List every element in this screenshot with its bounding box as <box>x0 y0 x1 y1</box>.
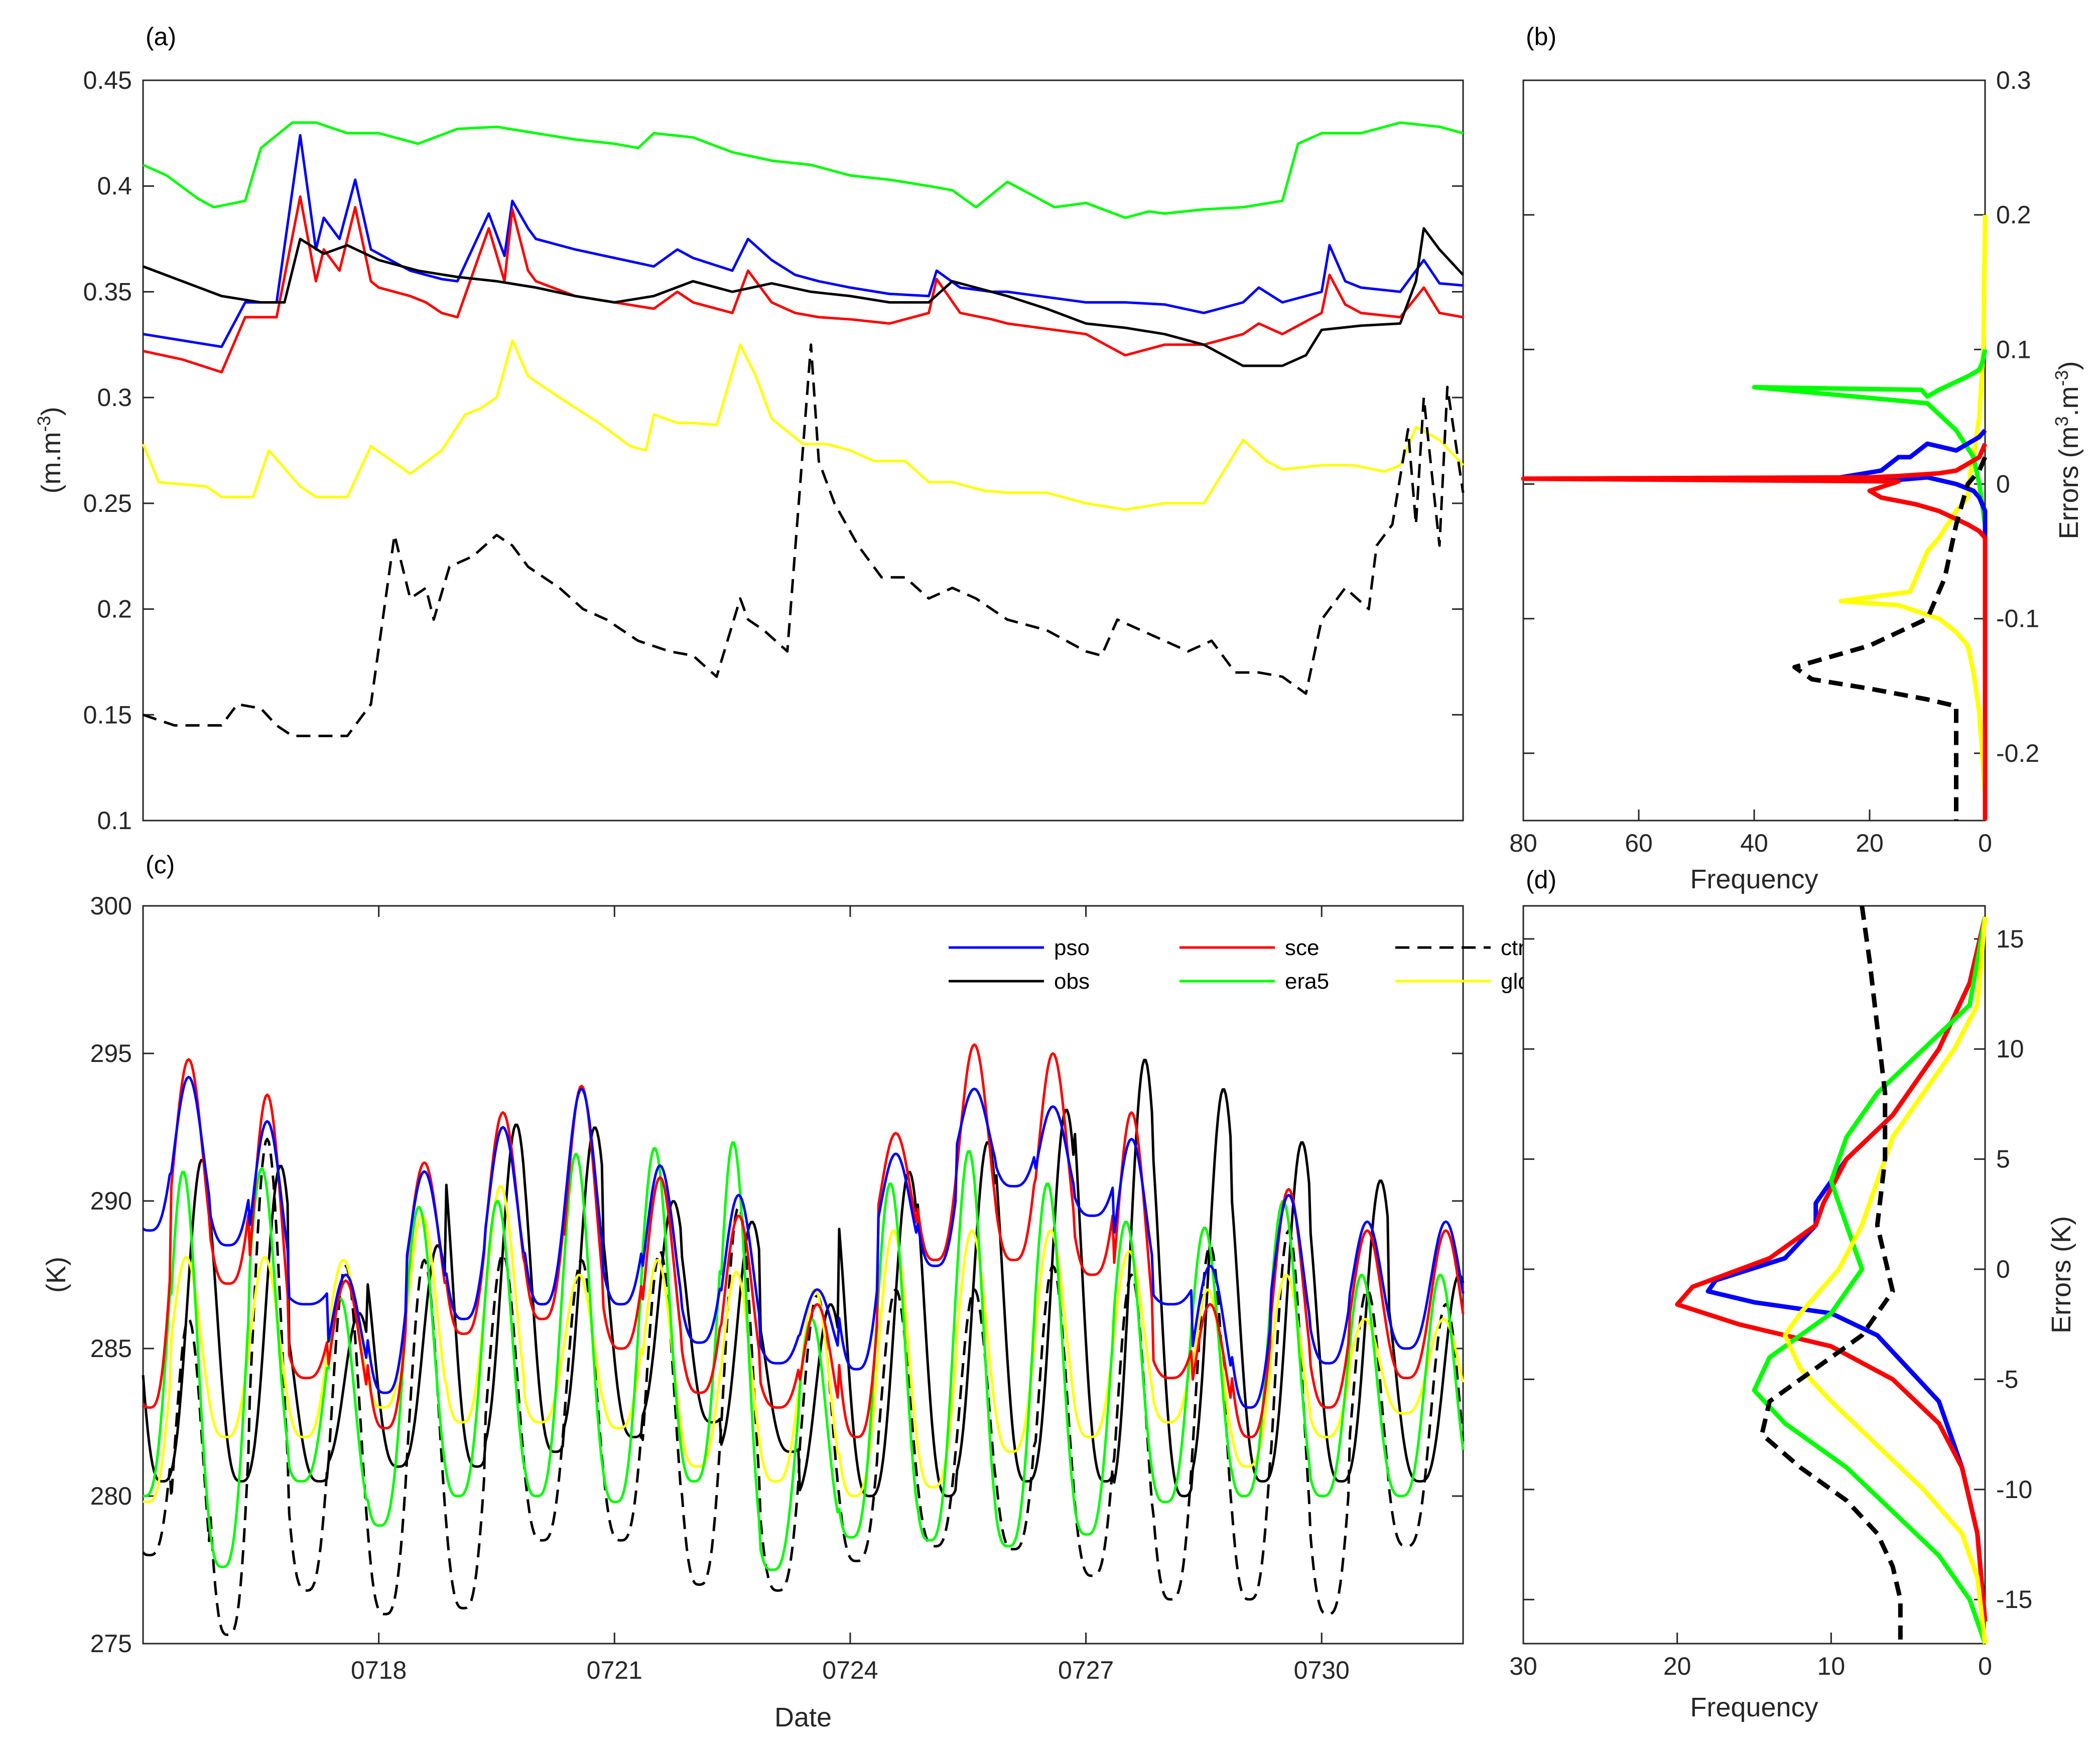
legend-label-era5: era5 <box>1285 969 1329 994</box>
panel-d-ytick-label: -10 <box>1996 1475 2032 1504</box>
panel-b-ytick-label: -0.2 <box>1996 739 2039 767</box>
panel-c-xtick-label: 0727 <box>1058 1656 1114 1684</box>
panel-d-xtick-label: 0 <box>1978 1652 1992 1680</box>
panel-a-ytick-label: 0.2 <box>97 595 132 623</box>
panel-a-series-obs <box>143 227 1464 367</box>
panel-c-ylabel: (K) <box>41 1257 71 1293</box>
panel-b-xtick-label: 20 <box>1856 829 1884 857</box>
panel-a-series-sce <box>143 195 1464 374</box>
panel-a-ytick-label: 0.4 <box>97 172 132 200</box>
panel-c-label: (c) <box>146 851 175 879</box>
panel-c-series <box>142 1043 1465 1636</box>
panel-b-axes <box>1522 79 1986 822</box>
panel-d-series-sce <box>1675 916 1988 1622</box>
panel-b-label: (b) <box>1526 23 1556 51</box>
panel-b-series-sce <box>1521 443 1988 821</box>
panel-b-series-ctr <box>1792 456 1988 821</box>
panel-a-ytick-label: 0.25 <box>83 489 132 517</box>
panel-c-series-ctr <box>142 1138 1465 1636</box>
legend-label-sce: sce <box>1285 935 1319 960</box>
panel-c: (c) 275 280 285 290 295 300 0718 0721 0724 0727 07… <box>41 851 1553 1732</box>
panel-a-series-era5 <box>142 121 1464 219</box>
panel-c-ytick-label: 280 <box>90 1482 132 1510</box>
panel-a-series-ctr <box>143 343 1465 737</box>
panel-c-ytick-label: 300 <box>90 892 132 920</box>
panel-a-ytick-label: 0.15 <box>83 701 132 729</box>
panel-a-ticks: 0.1 0.15 0.2 0.25 0.3 0.35 0.4 0.45 <box>83 66 1463 835</box>
panel-d-series-era5 <box>1752 916 1988 1645</box>
panel-b: (b) -0.2 -0.1 0 0.1 0.2 0.3 80 60 40 20 0 Frequenc… <box>1509 23 2084 894</box>
panel-c-series-obs <box>142 1058 1465 1498</box>
panel-c-xtick-label: 0718 <box>351 1656 407 1684</box>
panel-d-axes <box>1522 905 1986 1645</box>
panel-d-ytick-label: 0 <box>1996 1255 2010 1283</box>
panel-d-ytick-label: 5 <box>1996 1145 2010 1173</box>
panel-c-xtick-label: 0730 <box>1294 1656 1350 1684</box>
panel-a-label: (a) <box>146 23 176 51</box>
panel-c-axes <box>142 905 1464 1645</box>
panel-d-ytick-label: 15 <box>1996 925 2024 953</box>
panel-a-ytick-label: 0.3 <box>97 383 132 412</box>
panel-c-ticks: 275 280 285 290 295 300 0718 0721 0724 0727 0730 <box>90 892 1463 1684</box>
panel-b-xtick-label: 80 <box>1509 829 1537 857</box>
panel-d: (d) -15 -10 -5 0 5 10 15 30 20 10 0 Frequency Erro… <box>1509 866 2076 1722</box>
panel-d-ylabel: Errors (K) <box>2046 1216 2076 1333</box>
panel-b-xtick-label: 60 <box>1625 829 1653 857</box>
panel-c-xtick-label: 0721 <box>587 1656 642 1684</box>
panel-c-xtick-label: 0724 <box>822 1656 878 1684</box>
panel-d-xtick-label: 20 <box>1663 1652 1691 1680</box>
panel-a: (a) 0.1 0.15 0.2 0.25 0.3 0.35 0.4 0.45 (m.m-3) <box>34 23 1465 835</box>
panel-a-series-pso <box>143 134 1464 348</box>
panel-a-ytick-label: 0.1 <box>97 807 132 835</box>
panel-d-ytick-label: -5 <box>1996 1365 2018 1393</box>
panel-a-ylabel: (m.m-3) <box>34 407 67 494</box>
panel-d-label: (d) <box>1526 866 1556 894</box>
panel-d-series-gldas <box>1782 916 1988 1644</box>
panel-d-ticks: -15 -10 -5 0 5 10 15 30 20 10 0 <box>1509 925 2032 1680</box>
legend-label-obs: obs <box>1054 969 1090 994</box>
panel-c-ytick-label: 290 <box>90 1187 132 1215</box>
panel-b-ticks: -0.2 -0.1 0 0.1 0.2 0.3 80 60 40 20 0 <box>1509 66 2039 857</box>
panel-c-ytick-label: 285 <box>90 1334 132 1363</box>
panel-b-series <box>1521 215 1988 821</box>
panel-d-xtick-label: 10 <box>1817 1652 1846 1680</box>
panel-d-ytick-label: 10 <box>1996 1035 2024 1063</box>
panel-d-xtick-label: 30 <box>1509 1652 1537 1680</box>
panel-c-ytick-label: 275 <box>90 1630 132 1658</box>
panel-a-ytick-label: 0.35 <box>83 278 132 306</box>
panel-b-xlabel: Frequency <box>1690 864 1818 894</box>
panel-b-ytick-label: -0.1 <box>1996 605 2039 633</box>
panel-a-series-gldas <box>142 339 1464 511</box>
panel-b-ytick-label: 0 <box>1996 470 2010 498</box>
panel-b-ytick-label: 0.1 <box>1996 335 2031 363</box>
panel-b-ylabel: Errors (m3.m-3) <box>2051 361 2084 540</box>
panel-b-ytick-label: 0.2 <box>1996 201 2031 229</box>
panel-c-xlabel: Date <box>774 1702 832 1732</box>
panel-a-series <box>142 121 1465 737</box>
panel-c-series-sce <box>142 1043 1465 1438</box>
panel-b-ytick-label: 0.3 <box>1996 66 2031 94</box>
panel-b-series-pso <box>1839 429 1988 821</box>
legend-label-pso: pso <box>1054 935 1090 960</box>
panel-a-ytick-label: 0.45 <box>83 66 132 94</box>
panel-b-xtick-label: 0 <box>1978 829 1992 857</box>
panel-c-series-pso <box>142 1076 1465 1409</box>
panel-d-ytick-label: -15 <box>1996 1585 2032 1614</box>
panel-c-ytick-label: 295 <box>90 1039 132 1067</box>
panel-d-xlabel: Frequency <box>1690 1692 1818 1722</box>
legend-label-ctr: ctr <box>1501 935 1525 960</box>
panel-d-series <box>1675 905 1988 1645</box>
panel-d-series-ctr <box>1759 905 1903 1644</box>
panel-b-xtick-label: 40 <box>1740 829 1768 857</box>
